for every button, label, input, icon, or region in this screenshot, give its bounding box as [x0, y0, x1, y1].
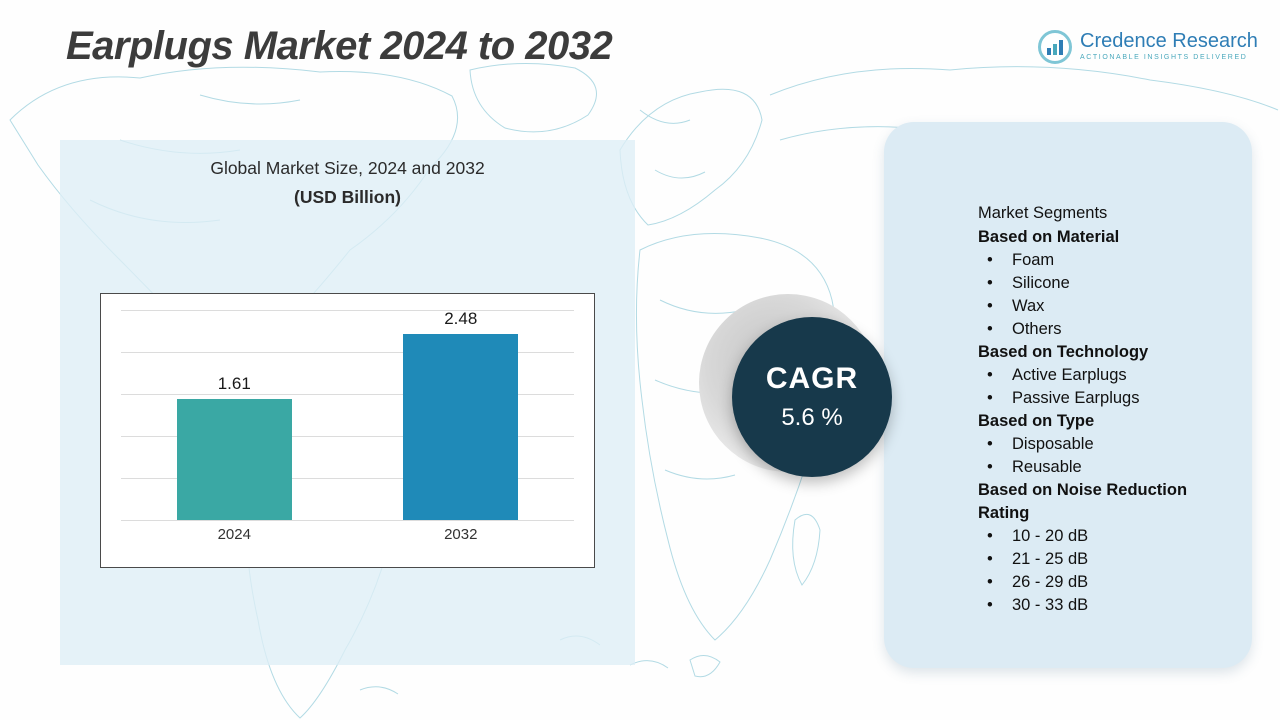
bar-2024 — [176, 399, 292, 520]
segment-header: Based on Type — [978, 412, 1095, 430]
segment-bullet-item: • Active Earplugs — [978, 364, 1228, 387]
segment-item-label: Wax — [1012, 297, 1045, 315]
bullet-icon: • — [987, 527, 993, 545]
segment-bullet-item: • 21 - 25 dB — [978, 548, 1228, 571]
bar-plot: 1.61 2.48 — [121, 309, 574, 521]
page-title: Earplugs Market 2024 to 2032 — [66, 24, 613, 68]
segment-bullet-item: • Passive Earplugs — [978, 387, 1228, 410]
bar-group-2024: 1.61 — [176, 374, 292, 520]
segment-header: Based on Material — [978, 228, 1120, 246]
segment-item-label: Others — [1012, 320, 1062, 338]
bullet-icon: • — [987, 458, 993, 476]
bar-group-2032: 2.48 — [403, 309, 519, 520]
segment-header: Based on Noise Reduction Rating — [978, 481, 1188, 522]
x-axis-label: 2024 — [217, 526, 251, 543]
cagr-value: 5.6 % — [781, 404, 843, 431]
x-axis-label: 2032 — [444, 526, 478, 543]
bullet-icon: • — [987, 596, 993, 614]
segment-bullet-item: • Foam — [978, 249, 1228, 272]
chart-headline: Global Market Size, 2024 and 2032 (USD B… — [100, 158, 595, 208]
brand-tagline: Actionable Insights Delivered — [1080, 54, 1248, 61]
segment-header: Based on Technology — [978, 343, 1149, 361]
bullet-icon: • — [987, 550, 993, 568]
bar-2032 — [403, 334, 519, 520]
market-segments-panel: Market Segments Based on Material • Foam • S… — [884, 122, 1252, 668]
bullet-icon: • — [987, 573, 993, 591]
segment-bullet-item: • Others — [978, 318, 1228, 341]
segment-item-label: Silicone — [1012, 274, 1070, 292]
segment-bullet-item: • Silicone — [978, 272, 1228, 295]
segment-bullet-item: • Disposable — [978, 433, 1228, 456]
bullet-icon: • — [987, 274, 993, 292]
segment-item-label: 26 - 29 dB — [1012, 573, 1089, 591]
segment-bullet-item: • Reusable — [978, 456, 1228, 479]
segments-title: Market Segments — [978, 204, 1108, 222]
segment-item-label: Reusable — [1012, 458, 1082, 476]
gridline — [121, 352, 574, 353]
bullet-icon: • — [987, 366, 993, 384]
gridline — [121, 310, 574, 311]
segment-item-label: 21 - 25 dB — [1012, 550, 1089, 568]
bar-chart: 1.61 2.48 2024 2032 — [100, 293, 595, 568]
segment-item-label: 10 - 20 dB — [1012, 527, 1089, 545]
cagr-badge: CAGR 5.6 % — [732, 317, 892, 477]
brand-text-block: Credence Research Actionable Insights De… — [1080, 30, 1258, 61]
segment-item-label: Active Earplugs — [1012, 366, 1127, 384]
bullet-icon: • — [987, 251, 993, 269]
brand-logo: Credence Research Actionable Insights De… — [1038, 30, 1258, 64]
segment-bullet-item: • 30 - 33 dB — [978, 594, 1228, 617]
bullet-icon: • — [987, 435, 993, 453]
segment-bullet-item: • Wax — [978, 295, 1228, 318]
bars-row: 1.61 2.48 — [121, 309, 574, 520]
bullet-icon: • — [987, 320, 993, 338]
segment-item-label: Passive Earplugs — [1012, 389, 1140, 407]
chart-title-line2: (USD Billion) — [294, 187, 401, 207]
gridline — [121, 394, 574, 395]
segments-list: Market Segments Based on Material • Foam • S… — [978, 202, 1228, 617]
segment-item-label: 30 - 33 dB — [1012, 596, 1089, 614]
chart-title-line1: Global Market Size, 2024 and 2032 — [210, 158, 485, 178]
x-axis-labels: 2024 2032 — [121, 526, 574, 543]
bullet-icon: • — [987, 389, 993, 407]
bar-value-label: 2.48 — [444, 309, 478, 328]
bar-value-label: 1.61 — [217, 374, 251, 393]
gridline — [121, 478, 574, 479]
cagr-label: CAGR — [765, 362, 859, 395]
segment-bullet-item: • 26 - 29 dB — [978, 571, 1228, 594]
segment-bullet-item: • 10 - 20 dB — [978, 525, 1228, 548]
gridline — [121, 520, 574, 521]
segment-item-label: Foam — [1012, 251, 1055, 269]
bar-chart-logo-icon — [1038, 30, 1072, 64]
brand-name: Credence Research — [1080, 30, 1258, 52]
bullet-icon: • — [987, 297, 993, 315]
segment-item-label: Disposable — [1012, 435, 1094, 453]
gridline — [121, 436, 574, 437]
